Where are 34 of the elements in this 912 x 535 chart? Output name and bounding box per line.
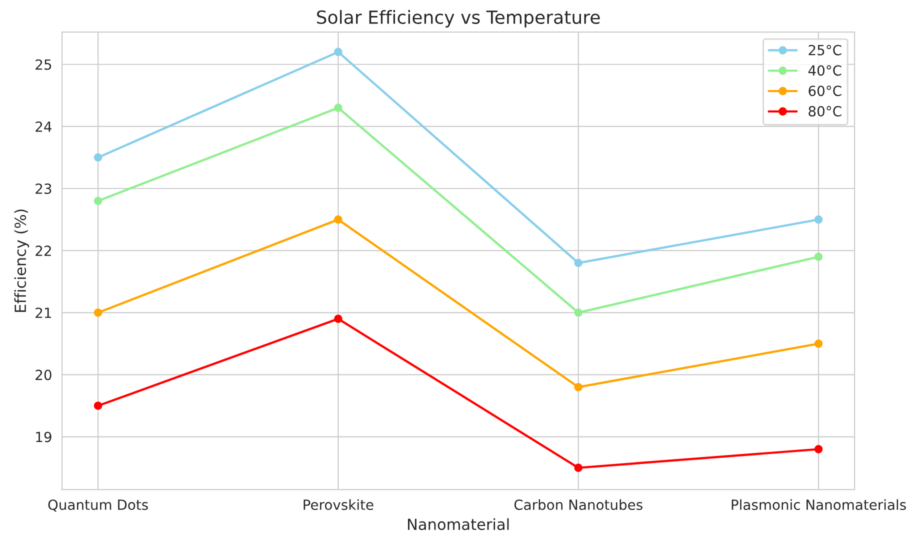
y-tick-label: 21: [36, 308, 52, 318]
x-tick-label: Perovskite: [304, 499, 374, 510]
legend-label: 40°C: [808, 65, 842, 76]
point: [94, 402, 102, 410]
point: [574, 308, 583, 317]
point: [574, 258, 583, 268]
x-tick-label: Plasmonic Nanomaterials: [732, 499, 906, 510]
x-tick-label: Quantum Dots: [48, 499, 148, 512]
y-tick-label: 25: [36, 59, 52, 70]
point: [334, 314, 342, 324]
y-tick-label: 24: [36, 121, 52, 132]
y-tick-label: 19: [36, 432, 52, 442]
point: [574, 464, 583, 472]
point: [94, 308, 102, 317]
point: [334, 104, 342, 112]
point: [94, 196, 102, 206]
y-tick-label: 22: [36, 246, 51, 256]
point: [334, 215, 342, 224]
y-tick-label: 23: [36, 183, 52, 194]
point: [814, 340, 823, 348]
point: [334, 48, 342, 56]
legend-label: 80°C: [808, 106, 842, 117]
point: [814, 252, 823, 261]
x-tick-label: Carbon Nanotubes: [514, 499, 642, 510]
chart-title: Solar Efficiency vs Temperature: [317, 10, 600, 28]
point: [94, 153, 102, 162]
y-axis-title: Efficiency (%): [14, 210, 30, 312]
legend-label: 25°C: [808, 44, 842, 56]
point: [814, 445, 823, 454]
point: [574, 382, 583, 392]
legend-label: 60°C: [808, 86, 842, 96]
point: [814, 215, 823, 224]
x-axis-title: Nanomaterial: [408, 518, 509, 530]
y-tick-label: 20: [36, 370, 52, 380]
